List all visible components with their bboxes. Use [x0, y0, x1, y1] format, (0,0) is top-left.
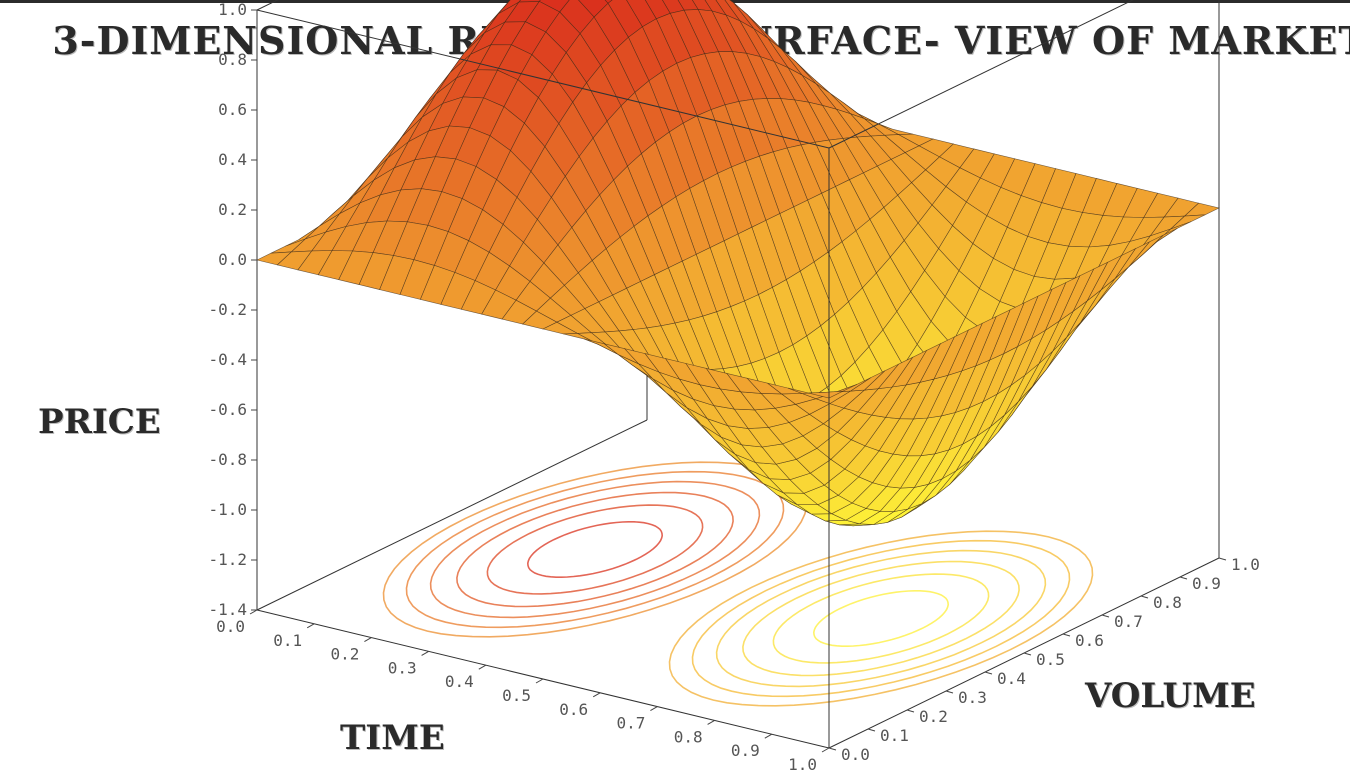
y-tick-mark [1140, 595, 1149, 599]
surface-patch [604, 0, 613, 4]
x-tick-mark [478, 664, 487, 670]
z-tick-label: -0.2 [208, 300, 247, 319]
z-tick-label: 0.6 [218, 100, 247, 119]
x-tick-label: 0.1 [273, 631, 302, 650]
y-tick-mark [1179, 576, 1188, 580]
z-tick-label: 0.2 [218, 200, 247, 219]
z-tick-label: -1.0 [208, 500, 247, 519]
y-tick-mark [867, 728, 876, 732]
z-tick-label: 0.4 [218, 150, 247, 169]
z-tick-label: -0.4 [208, 350, 247, 369]
contour-line [405, 470, 785, 629]
contour-line [486, 504, 704, 595]
contour-line [429, 480, 761, 619]
contour-line [772, 573, 990, 664]
x-tick-mark [249, 609, 258, 615]
surface-patch [808, 390, 844, 399]
y-tick-label: 0.8 [1153, 593, 1182, 612]
y-tick-mark [945, 690, 954, 694]
y-tick-label: 0.2 [919, 707, 948, 726]
x-axis-ticks: 0.0 0.1 0.2 0.3 0.4 0.5 0.6 0.7 0.8 0.9 1.0 [216, 609, 830, 774]
x-tick-mark [421, 650, 429, 656]
y-tick-label: 0.7 [1114, 612, 1143, 631]
response-surface [256, 0, 1220, 527]
box-edge [256, 9, 830, 149]
y-tick-mark [984, 671, 993, 675]
y-tick-label: 0.4 [997, 669, 1026, 688]
contour-line [742, 560, 1020, 677]
contour-lines [382, 461, 1094, 707]
z-tick-label: 1.0 [218, 0, 247, 19]
y-tick-mark [1062, 633, 1071, 637]
x-tick-label: 0.9 [731, 741, 760, 760]
y-tick-mark [828, 747, 837, 751]
x-tick-mark [764, 733, 773, 739]
x-tick-mark [306, 623, 315, 629]
y-tick-label: 0.9 [1192, 574, 1221, 593]
z-tick-label: 0.8 [218, 50, 247, 69]
x-tick-label: 0.3 [388, 658, 417, 677]
x-axis-title: TIME [340, 718, 445, 758]
contour-line [668, 530, 1094, 707]
x-tick-mark [707, 719, 715, 725]
x-tick-label: 0.4 [445, 672, 474, 691]
y-tick-label: 0.6 [1075, 631, 1104, 650]
x-tick-label: 0.2 [330, 645, 359, 664]
contour-line [456, 491, 734, 608]
z-tick-label: 0.0 [218, 250, 247, 269]
y-tick-mark [1101, 614, 1110, 618]
y-tick-mark [906, 709, 915, 713]
x-tick-label: 0.6 [559, 700, 588, 719]
contour-line [691, 539, 1071, 698]
x-tick-mark [364, 637, 372, 643]
x-tick-label: 0.8 [674, 727, 703, 746]
y-tick-label: 0.1 [880, 726, 909, 745]
x-tick-mark [821, 747, 830, 753]
contour-line [382, 461, 808, 638]
x-tick-mark [650, 706, 658, 712]
z-axis-title: PRICE [38, 402, 161, 442]
box-edge [828, 0, 1134, 149]
y-tick-mark [1023, 652, 1032, 656]
z-tick-label: -1.2 [208, 550, 247, 569]
x-tick-label: 1.0 [788, 755, 817, 774]
x-tick-mark [592, 692, 601, 698]
z-tick-label: -1.4 [208, 600, 247, 619]
contour-line [526, 521, 664, 578]
z-tick-label: -0.8 [208, 450, 247, 469]
x-tick-mark [535, 678, 544, 684]
contour-line [715, 549, 1047, 688]
z-tick-label: -0.6 [208, 400, 247, 419]
y-axis-title: VOLUME [1085, 676, 1256, 716]
y-tick-label: 0.3 [958, 688, 987, 707]
z-axis-ticks: 1.0 0.8 0.6 0.4 0.2 0.0 -0.2 -0.4 -0.6 -0.8 -1.0 -1… [208, 0, 257, 619]
y-tick-label: 1.0 [1231, 555, 1260, 574]
x-tick-label: 0.5 [502, 686, 531, 705]
y-axis-ticks: 0.0 0.1 0.2 0.3 0.4 0.5 0.6 0.7 0.8 0.9 1.0 [828, 555, 1260, 764]
contour-line [812, 590, 950, 647]
y-tick-mark [1218, 557, 1227, 561]
x-tick-label: 0.0 [216, 617, 245, 636]
y-tick-label: 0.0 [841, 745, 870, 764]
y-tick-label: 0.5 [1036, 650, 1065, 669]
x-tick-label: 0.7 [616, 714, 645, 733]
box-edge [256, 419, 648, 611]
